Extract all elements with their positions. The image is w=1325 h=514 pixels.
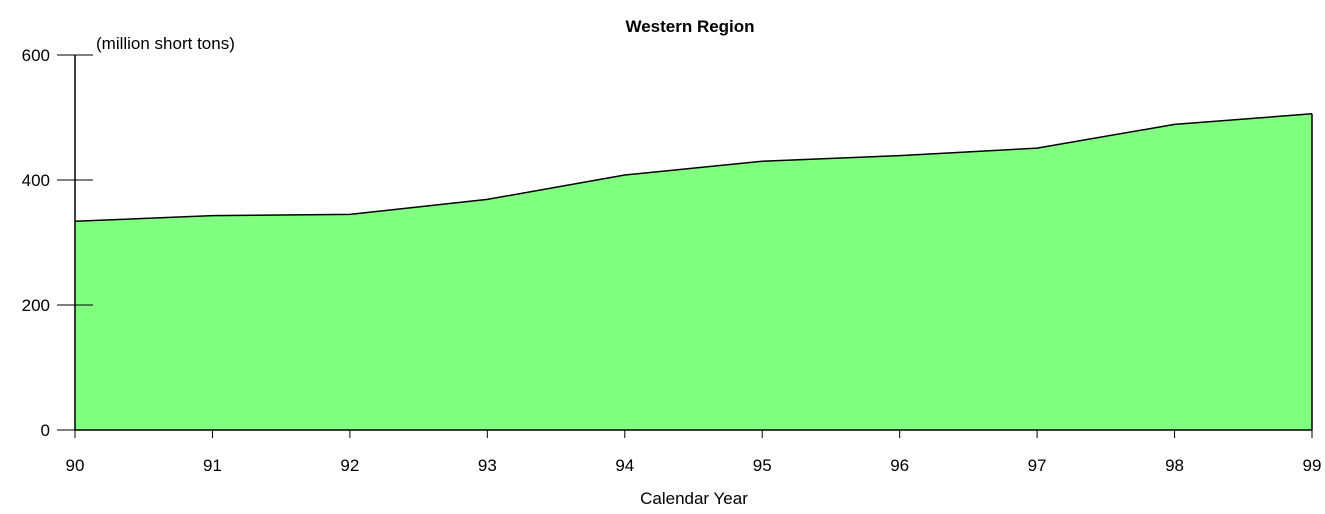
x-tick-label: 97: [1028, 456, 1047, 475]
x-tick-label: 99: [1303, 456, 1322, 475]
y-tick-label: 600: [22, 46, 50, 65]
unit-label: (million short tons): [96, 34, 235, 53]
x-tick-label: 98: [1165, 456, 1184, 475]
x-tick-label: 95: [753, 456, 772, 475]
chart-title: Western Region: [625, 17, 754, 36]
x-tick-label: 90: [66, 456, 85, 475]
x-tick-label: 92: [340, 456, 359, 475]
x-tick-label: 93: [478, 456, 497, 475]
x-tick-label: 91: [203, 456, 222, 475]
plot-area: 0 200 400 600 90 91 92 93 94 95 96 97 98 99: [22, 46, 1322, 475]
y-tick-label: 400: [22, 171, 50, 190]
y-tick-label: 0: [41, 421, 50, 440]
y-tick-label: 200: [22, 296, 50, 315]
x-tick-label: 96: [890, 456, 909, 475]
area-fill: [75, 113, 1312, 431]
x-axis-title: Calendar Year: [640, 489, 748, 508]
x-tick-label: 94: [615, 456, 634, 475]
series-line: [74, 113, 1313, 223]
